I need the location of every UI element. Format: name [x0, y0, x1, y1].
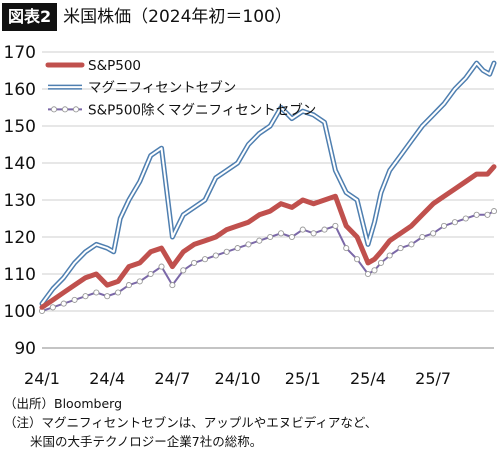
y-tick-label: 90: [14, 339, 36, 359]
ex-mag7-point: [364, 270, 372, 278]
ex-mag7-point: [440, 222, 448, 229]
x-tick-label: 24/10: [215, 369, 261, 388]
y-tick-label: 120: [4, 228, 36, 248]
ex-mag7-point: [180, 267, 187, 274]
ex-mag7-point: [82, 293, 89, 300]
ex-mag7-point: [234, 245, 241, 252]
figure-number-badge: 図表2: [2, 3, 58, 31]
y-tick-label: 150: [4, 117, 36, 137]
legend-marker-ex-mag7: [61, 106, 69, 113]
ex-mag7-point: [256, 237, 263, 244]
note-line-1: （注）マグニフィセントセブンは、アップルやエヌビディアなど、: [4, 415, 378, 430]
mag7-line-outer: [39, 60, 497, 307]
series-ex-mag7: [38, 208, 498, 315]
ex-mag7-point: [191, 259, 198, 266]
y-tick-label: 110: [4, 265, 36, 285]
ex-mag7-point: [310, 230, 317, 237]
ex-mag7-point: [397, 245, 404, 252]
series-mag7: [39, 60, 497, 307]
ex-mag7-point: [419, 233, 426, 241]
ex-mag7-point: [430, 230, 437, 237]
legend-label: S&P500除くマグニフィセントセブン: [88, 101, 316, 118]
ex-mag7-point: [147, 270, 154, 278]
x-tick-label: 25/4: [350, 369, 386, 388]
ex-mag7-point: [484, 211, 491, 218]
ex-mag7-point: [343, 245, 350, 252]
ex-mag7-point: [245, 241, 252, 248]
legend-marker-ex-mag7: [50, 106, 58, 113]
legend-label: マグニフィセントセブン: [88, 79, 236, 96]
ex-mag7-point: [201, 256, 209, 263]
x-tick-label: 25/1: [285, 369, 321, 388]
mag7-line-inner: [41, 62, 495, 305]
ex-mag7-point: [49, 304, 56, 311]
ex-mag7-point: [277, 230, 285, 237]
ex-mag7-point: [125, 282, 132, 289]
ex-mag7-point: [93, 289, 100, 296]
x-tick-label: 24/1: [24, 369, 60, 388]
ex-mag7-point: [408, 241, 415, 248]
ex-mag7-point: [371, 267, 378, 274]
ex-mag7-point: [490, 208, 498, 215]
ex-mag7-point: [354, 256, 361, 263]
ex-mag7-point: [136, 278, 143, 285]
ex-mag7-point: [223, 248, 230, 255]
ex-mag7-point: [473, 211, 480, 218]
x-tick-label: 24/4: [89, 369, 125, 388]
ex-mag7-point: [267, 233, 274, 241]
ex-mag7-point: [60, 300, 67, 307]
legend: S&P500 マグニフィセントセブン S&P500除くマグニフィセントセブン: [45, 58, 316, 118]
source-note: （出所）Bloomberg: [4, 396, 122, 411]
footnotes: （出所）Bloomberg （注）マグニフィセントセブンは、アップルやエヌビディ…: [4, 394, 377, 451]
y-tick-label: 130: [4, 191, 36, 211]
x-tick-label: 25/7: [415, 369, 451, 388]
ex-mag7-point: [212, 252, 219, 259]
ex-mag7-point: [169, 282, 176, 289]
x-tick-label: 24/7: [154, 369, 190, 388]
legend-label: S&P500: [88, 58, 141, 74]
ex-mag7-point: [321, 226, 328, 233]
ex-mag7-point: [288, 233, 295, 241]
legend-marker-ex-mag7: [72, 106, 80, 113]
y-tick-label: 100: [4, 302, 36, 322]
ex-mag7-point: [104, 293, 111, 300]
ex-mag7-point: [462, 215, 469, 222]
line-chart: 90 100 110 120 130 140 150 160 170 24/1 24/4 24/7 24…: [4, 43, 498, 388]
ex-mag7-point: [451, 219, 458, 226]
ex-mag7-point: [299, 226, 306, 233]
ex-mag7-point: [386, 252, 393, 259]
chart-title: 米国株価（2024年初＝100）: [63, 7, 292, 27]
ex-mag7-point: [332, 222, 339, 229]
sp500-line: [39, 164, 497, 310]
y-tick-label: 140: [4, 154, 36, 174]
figure-header: 図表2 米国株価（2024年初＝100）: [0, 0, 292, 34]
ex-mag7-point: [158, 263, 165, 270]
ex-mag7-point: [71, 296, 78, 303]
y-tick-label: 160: [4, 80, 36, 100]
ex-mag7-point: [115, 289, 122, 296]
note-line-2: 米国の大手テクノロジー企業7社の総称。: [30, 434, 263, 449]
ex-mag7-point: [377, 259, 385, 266]
y-tick-label: 170: [4, 43, 36, 63]
